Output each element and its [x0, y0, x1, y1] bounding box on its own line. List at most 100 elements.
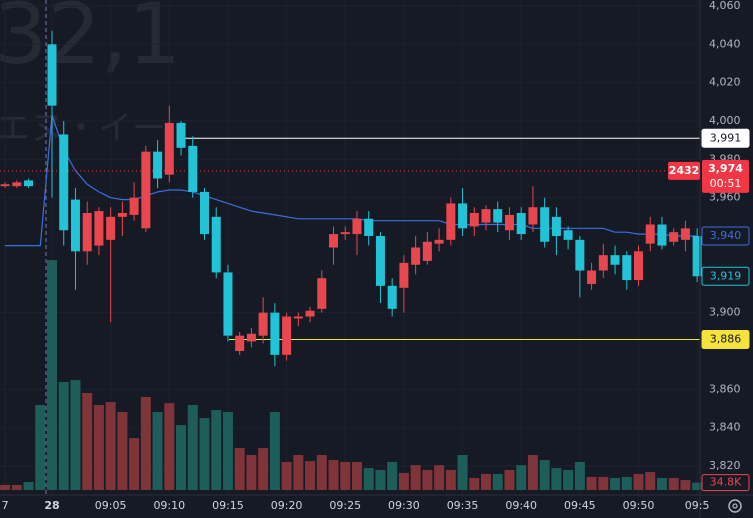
volume-bar [645, 472, 656, 490]
volume-bar [410, 465, 421, 490]
candle-body [329, 234, 339, 248]
volume-bar [551, 468, 562, 490]
volume-bar [656, 477, 667, 490]
volume-bar [363, 468, 374, 490]
volume-last-box [701, 474, 750, 492]
candle-body [657, 224, 667, 246]
volume-bar [445, 469, 456, 490]
candle-body [692, 236, 702, 277]
candle-body [352, 218, 362, 235]
y-tick-label: 4,020 [709, 76, 741, 89]
y-tick-label: 3,860 [709, 382, 741, 395]
candle-body [106, 216, 116, 240]
candle-body [94, 211, 104, 246]
current-box [702, 159, 749, 193]
candle-body [587, 270, 597, 284]
volume-bar [316, 454, 327, 490]
volume-bar [574, 461, 585, 490]
candle-body [153, 151, 163, 179]
volume-bar [187, 405, 198, 490]
candle-body [129, 197, 139, 215]
x-tick-label: 09:50 [623, 499, 655, 512]
candle-body [223, 272, 233, 336]
candle-body [70, 199, 80, 252]
y-tick-label: 4,000 [709, 114, 741, 127]
volume-bar [563, 469, 574, 490]
volume-bar [668, 477, 679, 490]
candle-body [188, 145, 198, 192]
x-tick-label: 09:30 [388, 499, 420, 512]
settings-icon-center[interactable] [732, 503, 738, 509]
candle-body [24, 180, 34, 187]
volume-bar [269, 411, 280, 490]
last-price-label: 3,919 [710, 269, 742, 282]
watermark-name: エヌ・イー [0, 109, 166, 149]
vwap-label: 3,940 [710, 229, 742, 242]
current-label: 3,974 [708, 162, 743, 175]
quantity-box [668, 161, 700, 180]
y-tick-label: 4,060 [709, 0, 741, 12]
volume-last-label: 34.8K [710, 476, 742, 489]
y-tick-label: 3,900 [709, 306, 741, 319]
candle-body [211, 216, 221, 273]
volume-bar [93, 405, 104, 490]
volume-bar [234, 448, 245, 490]
candle-body [622, 255, 632, 281]
volume-bar [387, 461, 398, 490]
volume-bar [504, 469, 515, 490]
candle-body [551, 216, 561, 236]
vwap-box [701, 226, 750, 246]
volume-bar [692, 482, 703, 490]
candle-body [458, 203, 468, 229]
candle-body [469, 213, 479, 227]
volume-bar [0, 484, 11, 490]
volume-bar [469, 477, 480, 490]
volume-bar [47, 260, 57, 490]
candle-body [82, 213, 92, 252]
candle-body [598, 255, 608, 271]
candle-body [387, 285, 397, 309]
price-lines [0, 115, 700, 340]
candle-body [528, 207, 538, 225]
volume-bar [586, 476, 597, 490]
volume-bar [293, 454, 304, 490]
volume-bar [680, 480, 691, 490]
last-price-box [701, 266, 750, 286]
candle-body [680, 228, 690, 240]
price-line-box [701, 330, 750, 349]
volume-bar [434, 465, 445, 490]
volume-bar [117, 411, 128, 490]
y-tick-label: 4,040 [709, 37, 741, 50]
volume-bar [398, 472, 409, 490]
candle-body [516, 213, 526, 235]
candle-body [575, 239, 585, 271]
settings-icon[interactable] [728, 499, 742, 513]
volume-bar [281, 461, 292, 490]
candles [0, 30, 702, 367]
candle-body [305, 310, 315, 317]
volume-bar [516, 465, 527, 490]
volume-bar [129, 438, 140, 490]
candle-body [282, 316, 292, 355]
candle-body [258, 312, 268, 336]
volume-bar [621, 476, 632, 490]
volume-bar [105, 402, 116, 490]
candle-body [117, 213, 127, 217]
candle-body [610, 255, 620, 265]
y-tick-label: 3,820 [709, 459, 741, 472]
candle-body [422, 241, 432, 261]
vwap-line [5, 115, 698, 247]
candle-body [235, 335, 245, 351]
settings-button[interactable] [728, 499, 742, 513]
candle-body [563, 230, 573, 240]
x-tick-label: 09:45 [564, 499, 596, 512]
candle-body [634, 251, 643, 281]
candle-body [270, 312, 280, 355]
x-tick-label: 09:15 [212, 499, 244, 512]
volume-bar [422, 469, 433, 490]
volume-bar [492, 473, 503, 490]
candle-body [176, 122, 186, 148]
candle-body [446, 203, 456, 240]
